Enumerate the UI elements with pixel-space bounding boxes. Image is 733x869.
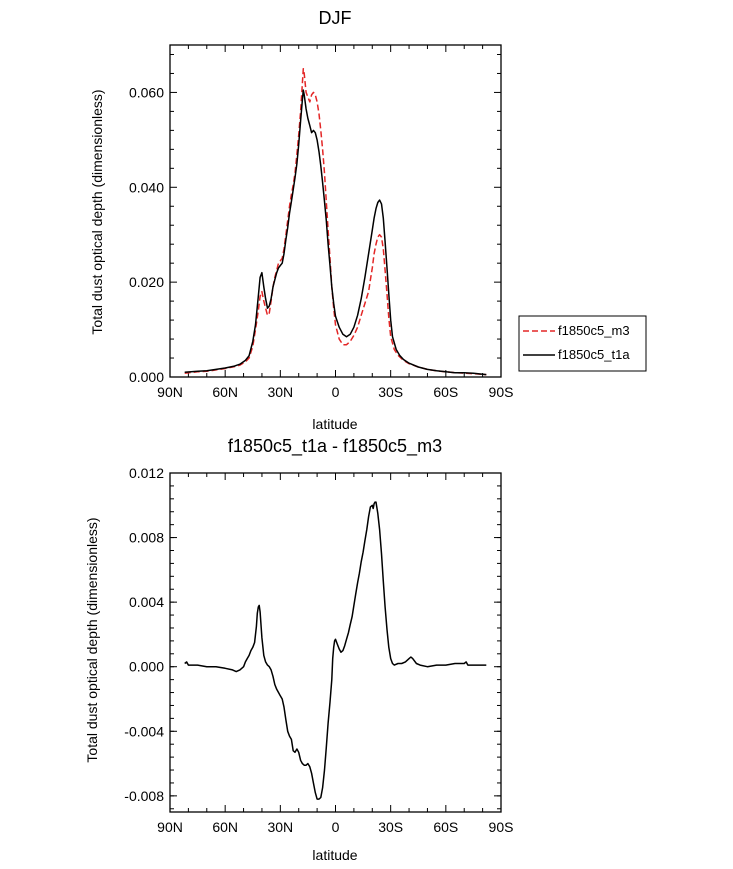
y-tick-label: -0.008 xyxy=(124,788,164,804)
panel-top-title: DJF xyxy=(319,8,352,28)
x-tick-label: 30S xyxy=(378,384,403,400)
panel-top-series xyxy=(184,67,487,376)
panel-bottom-frame xyxy=(169,472,502,813)
y-tick-label: 0.000 xyxy=(129,659,164,675)
panel-bottom: f1850c5_t1a - f1850c5_m3 90N 60N 30N 0 30S 60… xyxy=(84,436,513,863)
x-tick-label: 90N xyxy=(157,819,183,835)
series-line-difference xyxy=(184,501,487,800)
panel-bottom-ticks xyxy=(169,472,502,812)
legend-box xyxy=(518,315,647,372)
x-tick-label: 0 xyxy=(332,819,340,835)
x-tick-label: 30N xyxy=(267,819,293,835)
panel-top-frame xyxy=(169,44,502,378)
panel-top-ylabel: Total dust optical depth (dimensionless) xyxy=(89,89,105,334)
y-tick-label: 0.008 xyxy=(129,530,164,546)
series-line-f1850c5_m3 xyxy=(184,67,487,376)
series-line-f1850c5_t1a xyxy=(184,89,487,376)
panel-bottom-xlabel: latitude xyxy=(312,847,357,863)
y-tick-label: 0.012 xyxy=(129,465,164,481)
y-tick-label: 0.020 xyxy=(129,274,164,290)
panel-top-tick-labels: 90N 60N 30N 0 30S 60S 90S 0.000 0.020 0.040 0.060 xyxy=(129,84,514,400)
x-tick-label: 60S xyxy=(433,384,458,400)
panel-top-xlabel: latitude xyxy=(312,416,357,432)
y-tick-label: 0.040 xyxy=(129,179,164,195)
x-tick-label: 90S xyxy=(489,819,514,835)
panel-bottom-series xyxy=(184,501,487,800)
x-tick-label: 90S xyxy=(489,384,514,400)
panel-top-ticks xyxy=(169,45,502,378)
x-tick-label: 60S xyxy=(433,819,458,835)
y-tick-label: 0.004 xyxy=(129,594,164,610)
y-tick-label: 0.000 xyxy=(129,369,164,385)
x-tick-label: 30N xyxy=(267,384,293,400)
y-tick-label: 0.060 xyxy=(129,84,164,100)
panel-bottom-tick-labels: 90N 60N 30N 0 30S 60S 90S -0.008 -0.004 0.000 0.00… xyxy=(124,465,513,835)
panel-bottom-ylabel: Total dust optical depth (dimensionless) xyxy=(84,517,100,762)
x-tick-label: 30S xyxy=(378,819,403,835)
legend: f1850c5_m3 f1850c5_t1a xyxy=(518,315,647,372)
x-tick-label: 0 xyxy=(332,384,340,400)
panel-top: DJF 90N 60N 30N 0 30S 60S 90S 0.000 0.020 0.040 0.… xyxy=(89,8,513,432)
legend-label-t1a: f1850c5_t1a xyxy=(558,347,630,362)
x-tick-label: 90N xyxy=(157,384,183,400)
y-tick-label: -0.004 xyxy=(124,723,164,739)
x-tick-label: 60N xyxy=(212,819,238,835)
x-tick-label: 60N xyxy=(212,384,238,400)
panel-bottom-title: f1850c5_t1a - f1850c5_m3 xyxy=(228,436,442,457)
legend-label-m3: f1850c5_m3 xyxy=(558,323,630,338)
